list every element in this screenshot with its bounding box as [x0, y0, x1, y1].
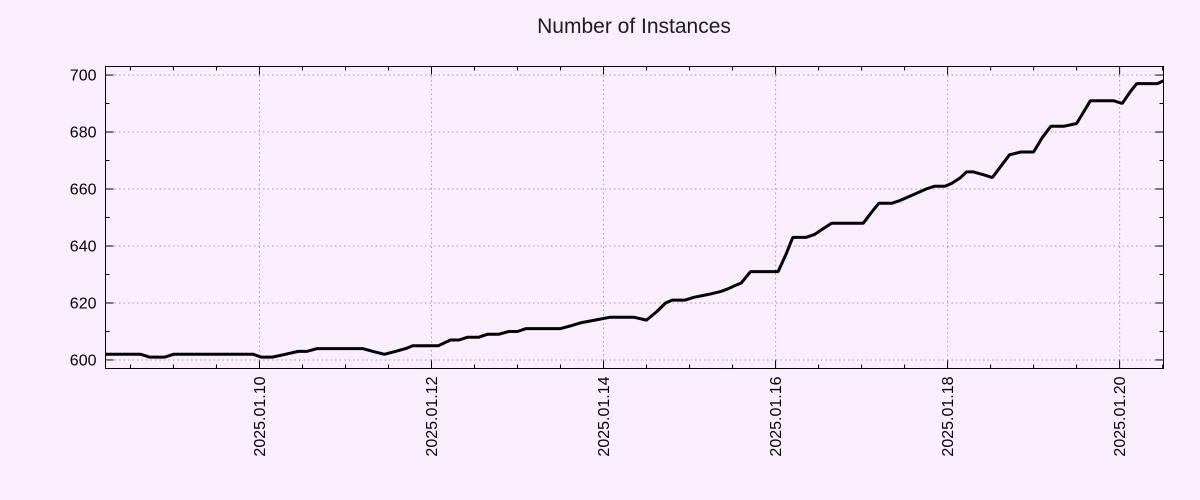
x-tick-label: 2025.01.18: [940, 376, 957, 456]
plot-border: [105, 66, 1164, 369]
chart-title: Number of Instances: [537, 15, 731, 38]
grid-layer: [105, 66, 1164, 369]
x-tick-label: 2025.01.20: [1112, 376, 1129, 456]
axis-labels: 600 620 640 660 680 700 2025.01.10 2025.01.12 20…: [70, 68, 1129, 457]
x-tick-label: 2025.01.14: [596, 376, 613, 456]
y-tick-label: 620: [70, 295, 97, 312]
y-tick-label: 660: [70, 182, 97, 199]
x-tick-label: 2025.01.10: [252, 376, 269, 456]
y-tick-label: 640: [70, 238, 97, 255]
y-tick-label: 680: [70, 125, 97, 142]
y-tick-label: 600: [70, 352, 97, 369]
y-tick-label: 700: [70, 68, 97, 85]
series-line-instances: [105, 79, 1165, 359]
x-tick-label: 2025.01.12: [424, 376, 441, 456]
tick-layer: [105, 66, 1164, 369]
x-tick-label: 2025.01.16: [768, 376, 785, 456]
